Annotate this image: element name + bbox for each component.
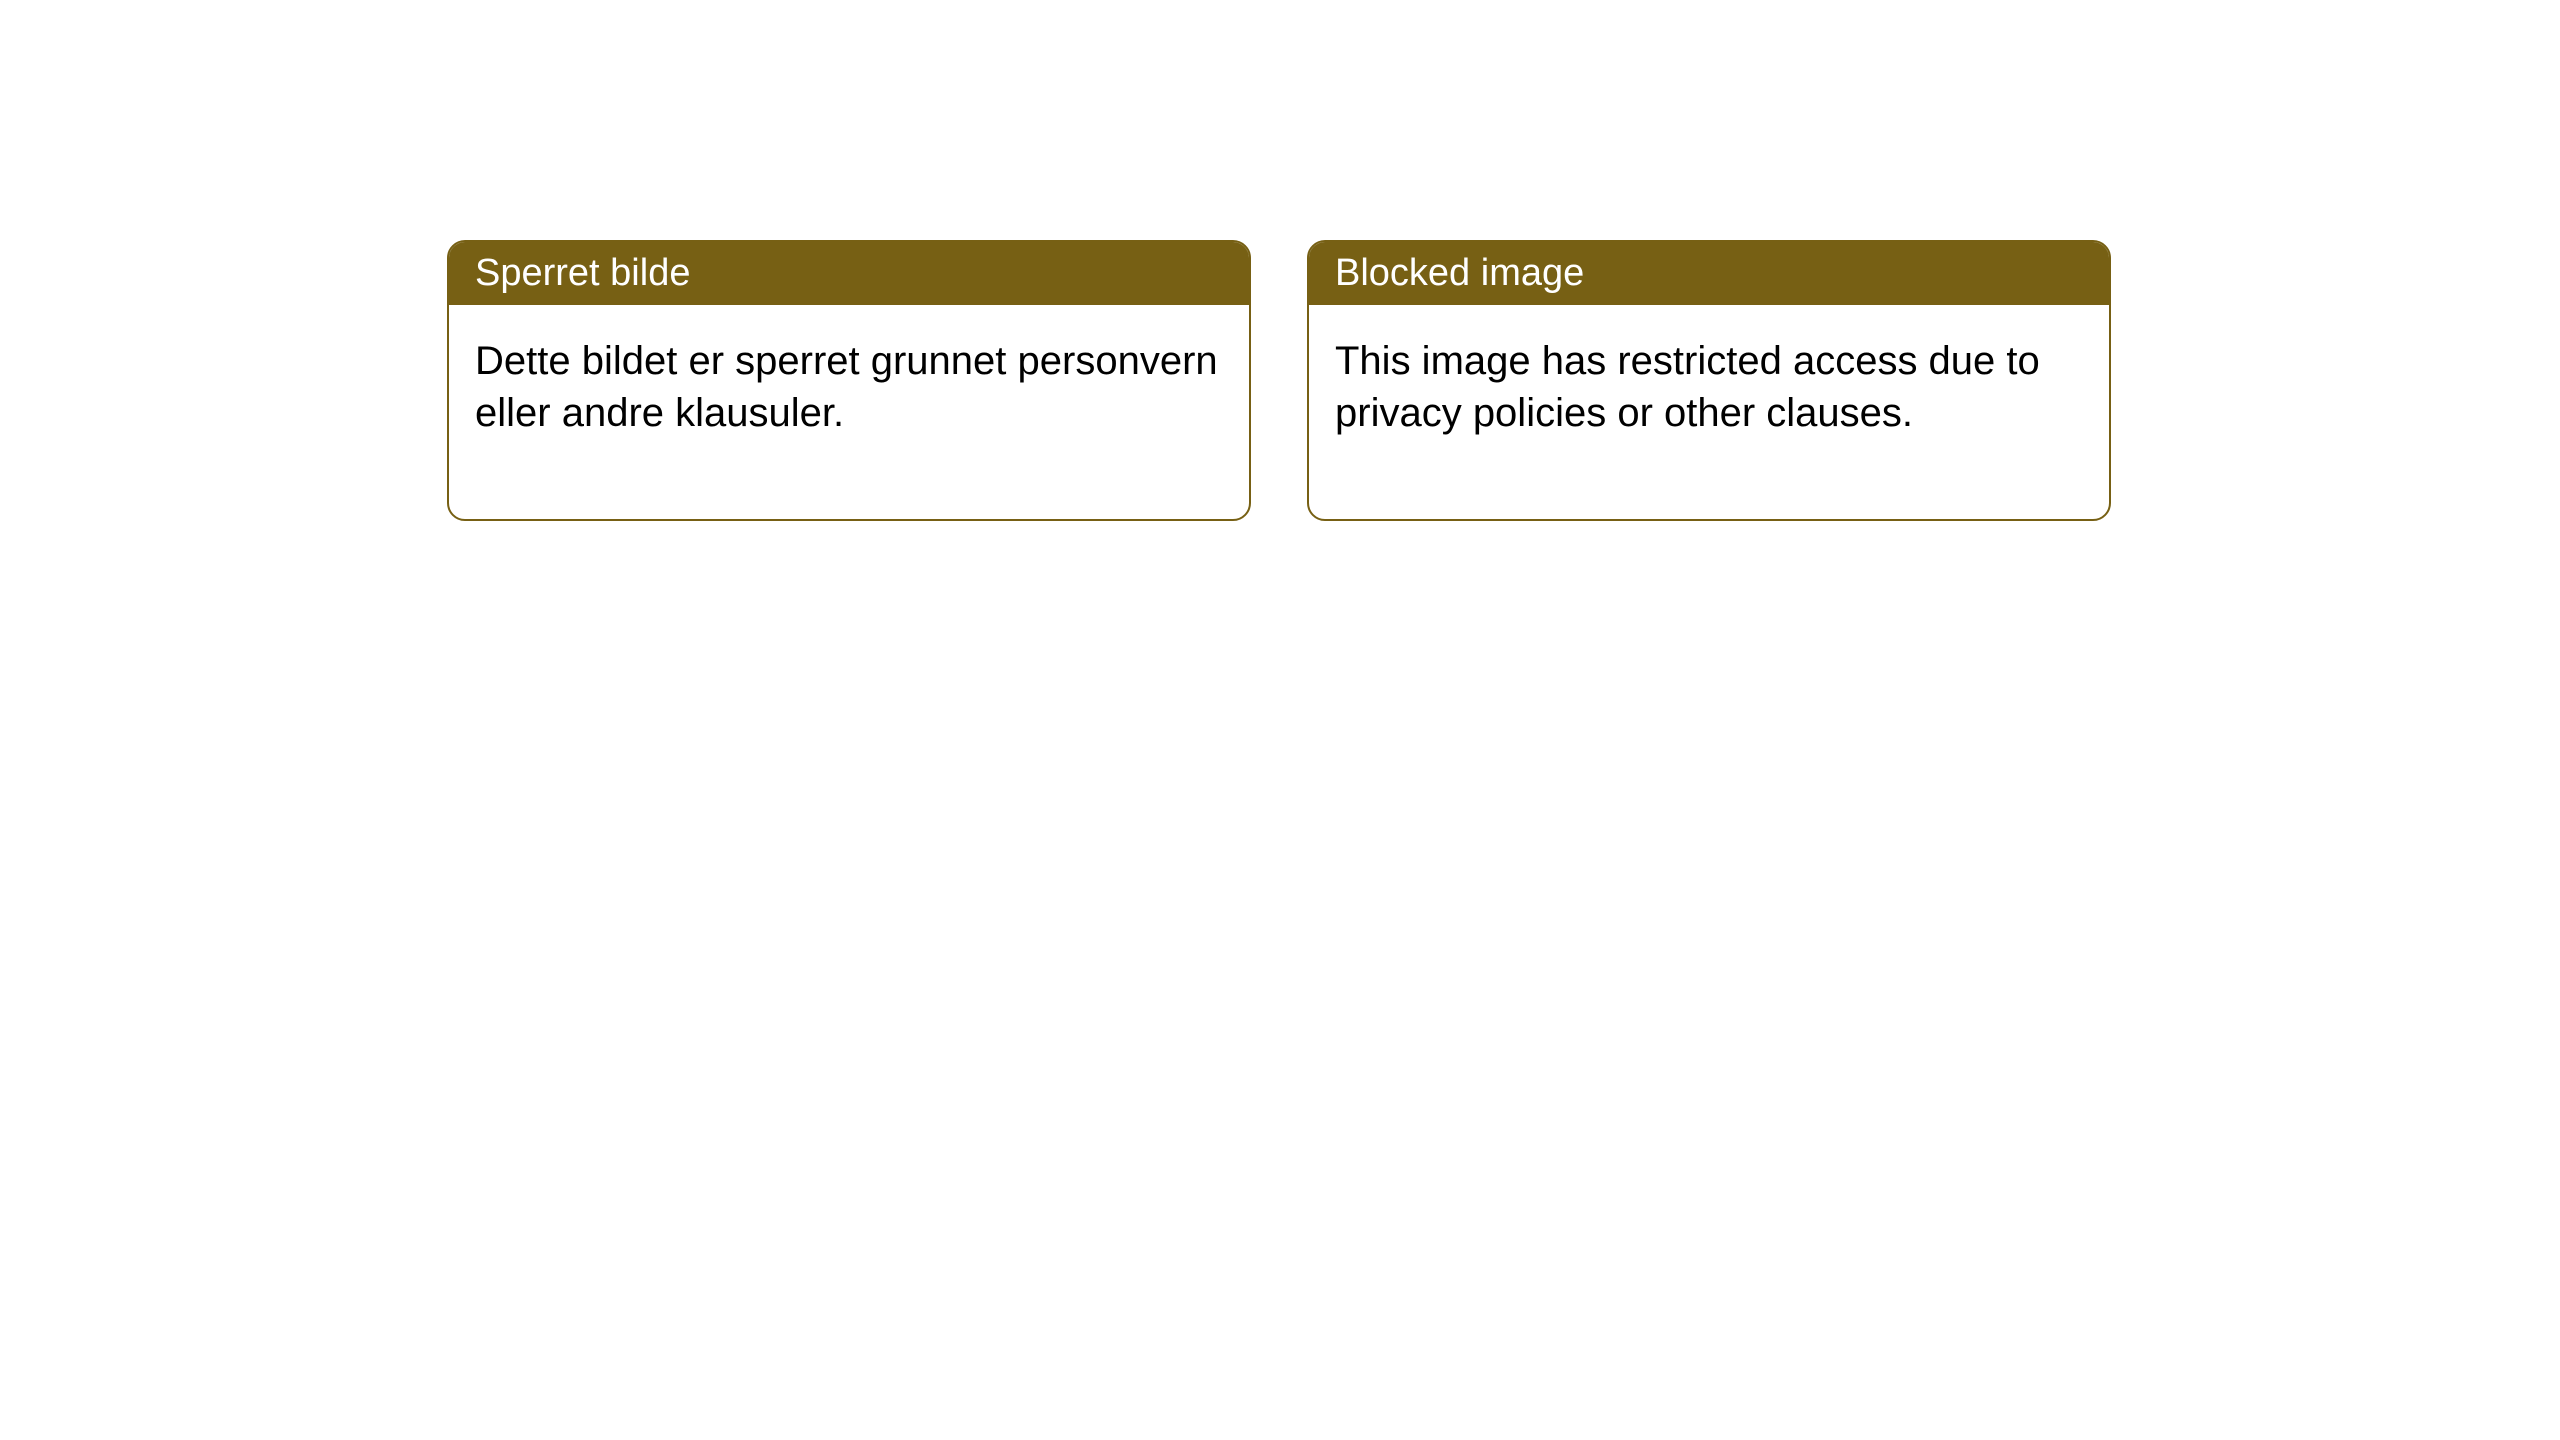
notice-card-english: Blocked image This image has restricted …: [1307, 240, 2111, 521]
notice-header: Blocked image: [1309, 242, 2109, 305]
notice-header: Sperret bilde: [449, 242, 1249, 305]
notice-body: Dette bildet er sperret grunnet personve…: [449, 305, 1249, 519]
blocked-image-notice-container: Sperret bilde Dette bildet er sperret gr…: [447, 240, 2111, 521]
notice-card-norwegian: Sperret bilde Dette bildet er sperret gr…: [447, 240, 1251, 521]
notice-body: This image has restricted access due to …: [1309, 305, 2109, 519]
